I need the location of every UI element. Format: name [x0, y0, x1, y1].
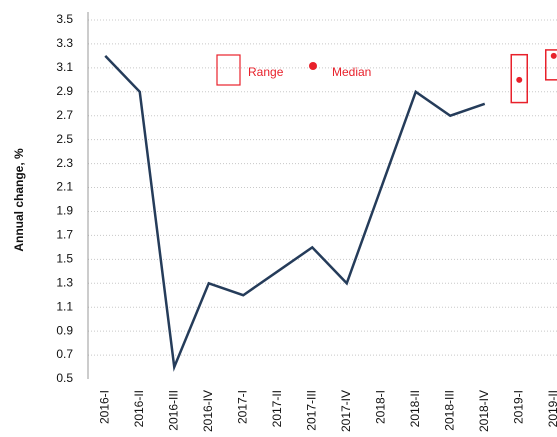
- x-tick-label: 2017-IV: [339, 390, 353, 432]
- x-tick-label: 2019-II: [546, 390, 557, 427]
- x-tick-label: 2018-III: [442, 390, 456, 431]
- range-box: [510, 53, 528, 104]
- range-box: [545, 49, 557, 81]
- legend-median-swatch: [309, 62, 317, 70]
- x-tick-label: 2018-II: [408, 390, 422, 427]
- x-tick-label: 2016-I: [97, 390, 111, 424]
- y-axis-title: Annual change, %: [12, 148, 26, 252]
- y-tick-label: 2.5: [56, 132, 73, 146]
- y-tick-label: 1.9: [56, 204, 73, 218]
- legend-label: Median: [332, 65, 371, 79]
- y-tick-label: 3.1: [56, 60, 73, 74]
- x-tick-label: 2018-I: [373, 390, 387, 424]
- line: [104, 55, 486, 372]
- y-tick-label: 2.9: [56, 84, 73, 98]
- x-tick-label: 2016-II: [132, 390, 146, 427]
- y-tick-label: 3.5: [56, 12, 73, 26]
- y-tick-label: 2.1: [56, 180, 73, 194]
- y-tick-label: 1.3: [56, 275, 73, 289]
- plot: 0.5 0.7 0.9 1.1 1.3 1.5 1.7 1.9 2.1 2.3 2.5 2.7 2.9 3…: [56, 12, 557, 432]
- y-tick-label: 0.9: [56, 323, 73, 337]
- legend-label: Range: [248, 65, 284, 79]
- y-tick-label: 0.7: [56, 347, 73, 361]
- x-tick-label: 2017-III: [304, 390, 318, 431]
- y-tick-label: 2.7: [56, 108, 73, 122]
- x-tick-label: 2017-II: [270, 390, 284, 427]
- legend-range-swatch: [216, 54, 241, 86]
- y-tick-label: 0.5: [56, 371, 73, 385]
- y-tick-label: 1.5: [56, 252, 73, 266]
- y-tick-label: 1.7: [56, 228, 73, 242]
- x-tick-label: 2017-I: [235, 390, 249, 424]
- x-tick-label: 2018-IV: [477, 390, 491, 432]
- y-tick-label: 3.3: [56, 36, 73, 50]
- x-tick-label: 2019-I: [511, 390, 525, 424]
- y-tick-label: 2.3: [56, 156, 73, 170]
- x-tick-label: 2016-III: [166, 390, 180, 431]
- y-tick-label: 1.1: [56, 299, 73, 313]
- median-dot: [516, 76, 523, 83]
- median-dot: [550, 52, 557, 59]
- x-tick-label: 2016-IV: [201, 390, 215, 432]
